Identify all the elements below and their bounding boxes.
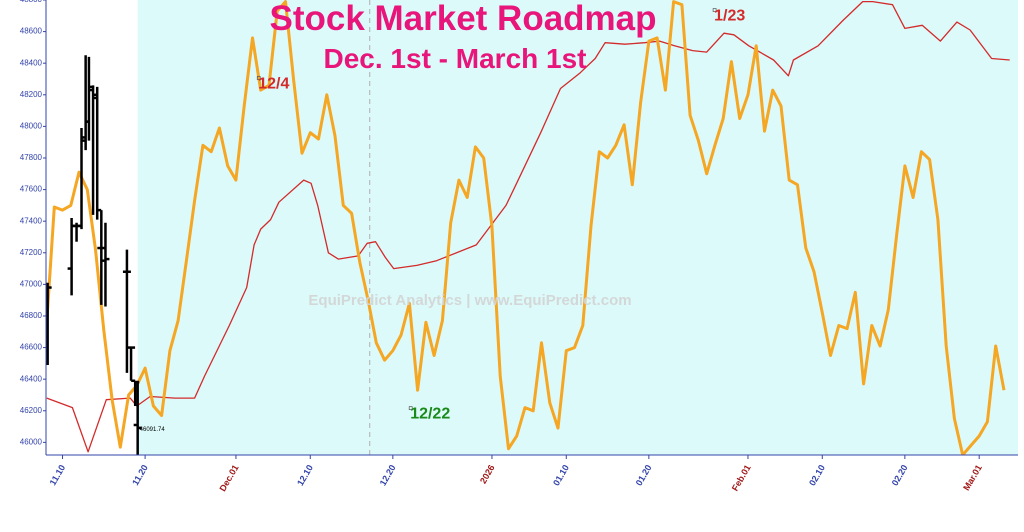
x-tick-label: 11.10 xyxy=(48,463,68,487)
y-tick-label: 47200 xyxy=(20,248,43,257)
roadmap-line xyxy=(46,0,1006,455)
shaded-region xyxy=(137,0,1019,455)
x-tick-label: 12.20 xyxy=(378,463,398,488)
annotation-marker xyxy=(256,76,261,80)
x-tick-label: 12.10 xyxy=(295,463,315,488)
trend-line xyxy=(46,0,1010,453)
y-tick-label: 48800 xyxy=(20,0,43,4)
y-tick-label: 48000 xyxy=(20,121,43,130)
y-tick-label: 47000 xyxy=(20,279,43,288)
last-price-label: 46091.74 xyxy=(140,427,166,433)
background-layer xyxy=(137,0,1019,455)
y-tick-label: 47800 xyxy=(20,153,43,162)
x-tick-label: Mar.01 xyxy=(961,463,984,492)
annotation-marker xyxy=(408,406,413,411)
y-tick-label: 47600 xyxy=(20,185,43,194)
y-tick-label: 46600 xyxy=(20,343,43,352)
annotation: 12/4 xyxy=(258,75,289,92)
y-tick-label: 48200 xyxy=(20,90,43,99)
chart-title: Stock Market Roadmap xyxy=(269,0,656,38)
x-tick-label: Feb.01 xyxy=(730,463,753,493)
watermark: EquiPredict Analytics | www.EquiPredict.… xyxy=(308,292,631,309)
x-tick-label: 01.10 xyxy=(551,463,571,488)
y-tick-label: 46000 xyxy=(20,437,43,446)
x-tick-label: 2026 xyxy=(478,463,497,485)
y-tick-label: 46200 xyxy=(20,406,43,415)
y-tick-label: 48400 xyxy=(20,58,43,67)
x-tick-label: 01.20 xyxy=(634,463,654,488)
x-tick-label: Dec.01 xyxy=(217,463,240,493)
y-tick-label: 48600 xyxy=(20,27,43,36)
y-tick-label: 46800 xyxy=(20,311,43,320)
y-tick-label: 47400 xyxy=(20,216,43,225)
chart-subtitle: Dec. 1st - March 1st xyxy=(324,43,587,74)
x-tick-label: 02.10 xyxy=(807,463,827,488)
x-tick-label: 02.20 xyxy=(890,463,910,488)
plot-area xyxy=(46,0,1010,455)
annotation: 1/23 xyxy=(714,8,745,25)
y-tick-label: 46400 xyxy=(20,374,43,383)
annotation-marker xyxy=(712,8,717,12)
annotation: 12/22 xyxy=(410,406,450,423)
x-tick-label: 11.20 xyxy=(130,463,150,487)
